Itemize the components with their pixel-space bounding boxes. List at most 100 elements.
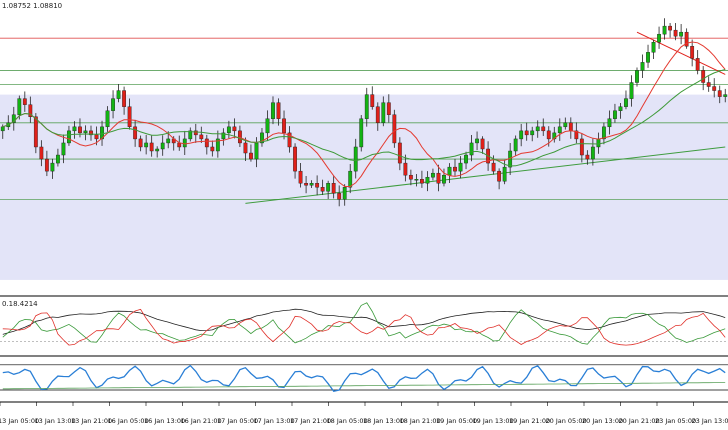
candle [717,85,722,104]
candle [89,125,93,141]
candle-body-bull [160,142,165,150]
candle [381,96,386,127]
candle-body-bear [673,29,678,37]
candle-body-bear [320,187,325,192]
candle-body-bull [596,138,601,148]
candle-body-bear [497,170,502,182]
time-tick-label: 19 Jan 13:00 [473,417,514,425]
time-tick-label: 16 Jan 21:00 [181,417,222,425]
candle [116,84,121,103]
candle-body-bull [563,122,568,128]
candle [149,135,154,157]
candle [210,140,215,157]
candle-body-bull [613,110,617,119]
candle [579,133,584,163]
candle [590,138,595,166]
candle-body-bear [331,183,336,194]
candle-body-bear [717,90,722,97]
candle [701,66,706,91]
candle-body-bear [403,162,408,176]
candle-body-bull [657,33,661,43]
candle-body-bear [22,98,27,105]
trendline-1 [245,146,726,204]
candle-body-bear [337,193,342,200]
candle-body-bull [662,25,667,35]
time-tick-label: 17 Jan 13:00 [254,417,295,425]
candle-body-bull [431,172,435,178]
candle [215,130,220,158]
candle [138,135,143,152]
candle [425,171,430,192]
candle [320,179,325,195]
candle-body-bull [260,132,264,144]
candle-body-bull [221,132,226,140]
candle-body-bear [579,138,584,156]
candle-body-bull [116,90,121,99]
candle-body-bear [237,130,242,144]
candle [519,123,524,147]
candle-body-bull [271,102,275,119]
candle [293,143,297,179]
candle [408,169,413,186]
time-tick-label: 18 Jan 13:00 [363,417,404,425]
candle [629,75,634,107]
candle-body-bear [668,25,673,31]
candle-body-bear [491,162,496,172]
candle-body-bear [210,146,215,152]
candle [585,150,590,165]
candle-body-bull [635,70,639,83]
horizontal-levels [0,37,728,200]
candle-body-bull [55,154,60,164]
time-tick-label: 18 Jan 05:00 [327,417,368,425]
candle [160,135,165,156]
candle-body-bear [695,58,700,71]
candle [337,185,342,207]
candle [513,135,518,156]
candle-body-bear [712,86,717,91]
candle [11,106,16,131]
candle [723,88,728,103]
candle-body-bull [519,130,524,140]
candle [39,140,44,167]
candle [453,158,457,176]
candle [276,98,281,126]
ohlc-readout: 1.08752 1.08810 [2,2,62,10]
candle-body-bear [177,142,182,148]
candle [265,110,270,141]
candle-body-bull [67,130,71,144]
candle-body-bear [541,126,546,132]
candle [458,156,463,179]
time-tick-label: 16 Jan 05:00 [108,417,149,425]
candle [221,128,226,146]
minus-di-line [2,308,726,346]
candle [414,174,419,187]
candle [204,134,209,155]
time-tick-label: 13 Jan 21:00 [71,417,112,425]
candle [624,90,628,110]
candle [668,22,673,38]
candle [574,122,579,144]
time-tick-label: 20 Jan 21:00 [619,417,660,425]
candle [287,126,292,153]
candle [695,50,700,75]
candle [326,180,331,199]
candle-body-bull [624,98,628,107]
candle [563,117,568,130]
candle [712,78,717,98]
candle [431,168,435,181]
candle-body-bull [348,170,353,188]
candle [386,94,391,123]
candle-body-bull [607,118,612,128]
candle [657,26,661,49]
candle-body-bear [149,142,154,152]
candle-body-bear [436,172,441,184]
candle-body-bear [370,94,375,107]
candle-body-bear [204,138,209,148]
candle [122,86,127,115]
candle-body-bull [72,126,77,132]
oscillator-panel [0,364,728,393]
candle [640,54,645,78]
osc-line [2,364,726,393]
candle [249,144,253,162]
